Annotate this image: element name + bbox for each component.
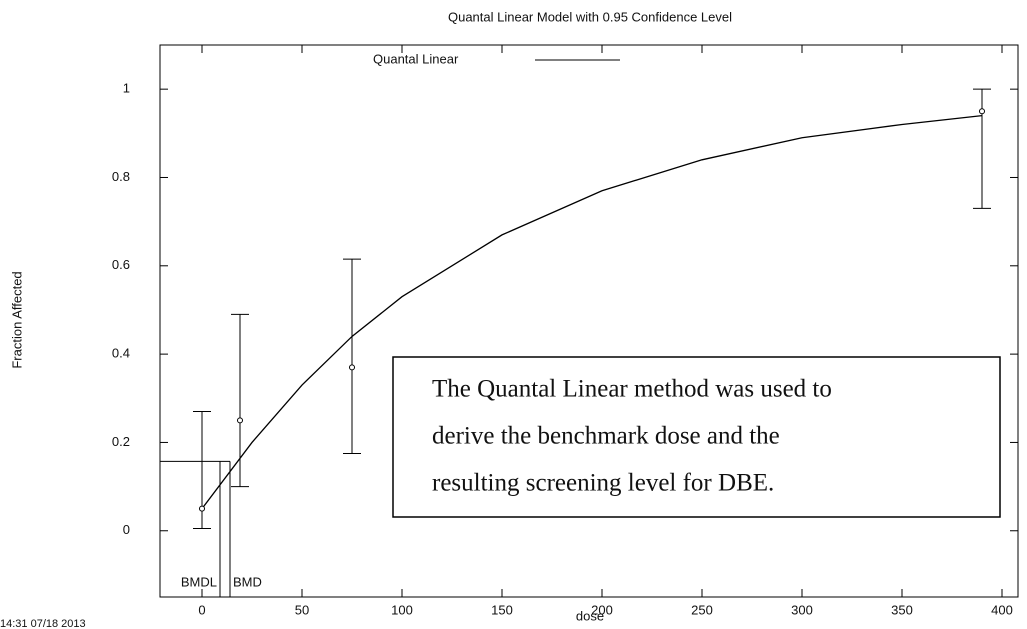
- legend-label: Quantal Linear: [373, 51, 459, 66]
- annotation-box: [392, 356, 1001, 518]
- x-tick-label: 50: [295, 602, 309, 617]
- y-axis-label: Fraction Affected: [9, 271, 24, 368]
- chart-title: Quantal Linear Model with 0.95 Confidenc…: [448, 9, 732, 24]
- fit-line: [201, 115, 983, 510]
- y-tick-label: 1: [123, 81, 130, 96]
- timestamp: 14:31 07/18 2013: [0, 618, 86, 629]
- bmdl-label: BMDL: [181, 574, 217, 589]
- plot-frame: [159, 44, 1019, 598]
- data-point: [349, 364, 355, 371]
- x-tick-label: 100: [391, 602, 413, 617]
- y-tick-label: 0.6: [112, 257, 130, 272]
- x-tick-label: 250: [691, 602, 713, 617]
- data-point: [199, 505, 205, 512]
- x-tick-label: 350: [891, 602, 913, 617]
- y-tick-label: 0.4: [112, 346, 130, 361]
- x-tick-label: 0: [198, 602, 205, 617]
- y-tick-label: 0.2: [112, 434, 130, 449]
- y-tick-label: 0: [123, 522, 130, 537]
- annotation-text: derive the benchmark dose and the: [432, 423, 780, 450]
- bmd-label: BMD: [233, 574, 262, 589]
- x-axis-label: dose: [576, 608, 604, 623]
- x-tick-label: 400: [991, 602, 1013, 617]
- x-tick-label: 300: [791, 602, 813, 617]
- annotation-text: The Quantal Linear method was used to: [432, 376, 832, 403]
- y-tick-label: 0.8: [112, 169, 130, 184]
- data-point: [237, 417, 243, 424]
- x-tick-label: 200: [591, 602, 613, 617]
- x-tick-label: 150: [491, 602, 513, 617]
- annotation-text: resulting screening level for DBE.: [432, 470, 774, 497]
- data-point: [979, 108, 985, 115]
